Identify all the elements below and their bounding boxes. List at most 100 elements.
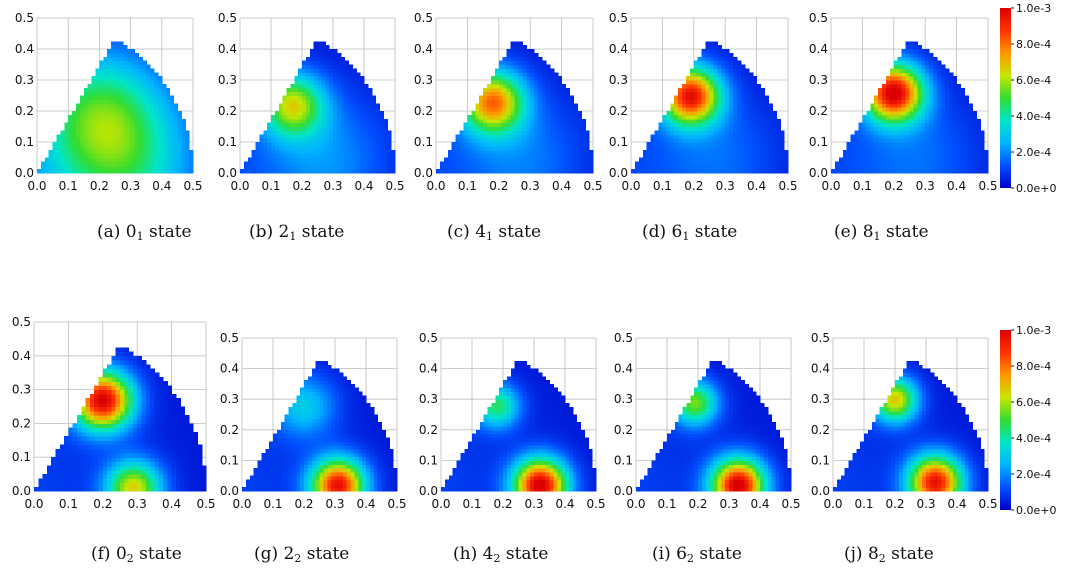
heatmap-cell bbox=[906, 161, 911, 165]
heatmap-cell bbox=[345, 146, 349, 150]
heatmap-cell bbox=[921, 103, 926, 107]
heatmap-cell bbox=[133, 407, 138, 412]
heatmap-cell bbox=[137, 461, 142, 466]
heatmap-cell bbox=[678, 107, 683, 111]
heatmap-cell bbox=[318, 80, 322, 84]
heatmap-cell bbox=[558, 127, 563, 131]
heatmap-cell bbox=[154, 487, 159, 492]
heatmap-cell bbox=[107, 96, 112, 100]
heatmap-cell bbox=[107, 154, 112, 158]
heatmap-cell bbox=[325, 65, 329, 69]
heatmap-cell bbox=[710, 45, 715, 49]
y-ticks-e: 0.00.10.20.30.40.5 bbox=[809, 11, 828, 180]
heatmap-cell bbox=[138, 80, 143, 84]
heatmap-cell bbox=[471, 146, 476, 150]
heatmap-cell bbox=[119, 115, 124, 119]
heatmap-cell bbox=[737, 150, 742, 154]
heatmap-cell bbox=[314, 150, 318, 154]
x-tick-label: 0.2 bbox=[684, 179, 703, 193]
heatmap-cell bbox=[177, 146, 182, 150]
heatmap-cell bbox=[874, 115, 879, 119]
heatmap-cell bbox=[569, 127, 574, 131]
heatmap-cell bbox=[682, 84, 687, 88]
heatmap-cell bbox=[127, 119, 132, 123]
heatmap-cell bbox=[177, 142, 182, 146]
heatmap-cell bbox=[154, 103, 159, 107]
heatmap-cell bbox=[937, 123, 942, 127]
heatmap-cell bbox=[538, 154, 543, 158]
heatmap-cell bbox=[643, 154, 648, 158]
heatmap-cell bbox=[917, 49, 922, 53]
heatmap-cell bbox=[542, 138, 547, 142]
heatmap-cell bbox=[376, 134, 380, 138]
heatmap-cell bbox=[80, 107, 85, 111]
heatmap-cell bbox=[127, 88, 132, 92]
heatmap-cell bbox=[107, 49, 112, 53]
heatmap-cell bbox=[678, 88, 683, 92]
heatmap-cell bbox=[937, 150, 942, 154]
heatmap-cell bbox=[662, 165, 667, 169]
heatmap-cell bbox=[177, 158, 182, 162]
heatmap-cell bbox=[749, 127, 754, 131]
heatmap-cell bbox=[894, 84, 899, 88]
heatmap-cell bbox=[123, 72, 128, 76]
heatmap-cell bbox=[515, 76, 520, 80]
heatmap-cell bbox=[542, 72, 547, 76]
heatmap-cell bbox=[142, 92, 147, 96]
heatmap-cell bbox=[166, 123, 171, 127]
heatmap-cell bbox=[314, 111, 318, 115]
heatmap-cell bbox=[949, 127, 954, 131]
heatmap-cell bbox=[511, 76, 516, 80]
heatmap-cell bbox=[729, 165, 734, 169]
heatmap-cell bbox=[511, 154, 516, 158]
heatmap-cell bbox=[733, 119, 738, 123]
heatmap-cell bbox=[878, 134, 883, 138]
heatmap-cell bbox=[558, 158, 563, 162]
heatmap-cell bbox=[558, 115, 563, 119]
heatmap-cell bbox=[391, 158, 395, 162]
heatmap-cell bbox=[694, 142, 699, 146]
heatmap-cell bbox=[906, 127, 911, 131]
heatmap-cell bbox=[107, 423, 112, 428]
heatmap-cell bbox=[137, 398, 142, 403]
heatmap-cell bbox=[43, 478, 48, 483]
heatmap-cell bbox=[941, 158, 946, 162]
heatmap-cell bbox=[154, 111, 159, 115]
heatmap-cell bbox=[142, 127, 147, 131]
heatmap-cell bbox=[717, 45, 722, 49]
heatmap-cell bbox=[725, 107, 730, 111]
heatmap-cell bbox=[725, 68, 730, 72]
heatmap-cell bbox=[878, 115, 883, 119]
heatmap-cell bbox=[80, 161, 85, 165]
heatmap-cell bbox=[713, 138, 718, 142]
heatmap-cell bbox=[129, 466, 134, 471]
heatmap-cell bbox=[94, 487, 99, 492]
heatmap-cell bbox=[115, 150, 120, 154]
heatmap-cell bbox=[980, 146, 985, 150]
heatmap-cell bbox=[737, 158, 742, 162]
heatmap-cell bbox=[131, 138, 136, 142]
heatmap-cell bbox=[686, 165, 691, 169]
heatmap-cell bbox=[518, 111, 523, 115]
heatmap-cell bbox=[894, 119, 899, 123]
heatmap-cell bbox=[364, 161, 368, 165]
heatmap-cell bbox=[910, 65, 915, 69]
heatmap-cell bbox=[534, 111, 539, 115]
heatmap-cell bbox=[189, 165, 194, 169]
heatmap-cell bbox=[651, 154, 656, 158]
heatmap-cell bbox=[333, 65, 337, 69]
heatmap-cell bbox=[890, 154, 895, 158]
heatmap-cell bbox=[953, 161, 958, 165]
heatmap-cell bbox=[984, 161, 989, 165]
heatmap-cell bbox=[158, 107, 163, 111]
heatmap-cell bbox=[651, 158, 656, 162]
heatmap-cell bbox=[333, 99, 337, 103]
heatmap-cell bbox=[318, 146, 322, 150]
heatmap-cell bbox=[972, 111, 977, 115]
heatmap-cell bbox=[252, 150, 256, 154]
heatmap-cell bbox=[945, 142, 950, 146]
heatmap-cell bbox=[256, 154, 260, 158]
heatmap-cell bbox=[937, 142, 942, 146]
heatmap-cell bbox=[961, 134, 966, 138]
heatmap-cell bbox=[107, 483, 112, 488]
